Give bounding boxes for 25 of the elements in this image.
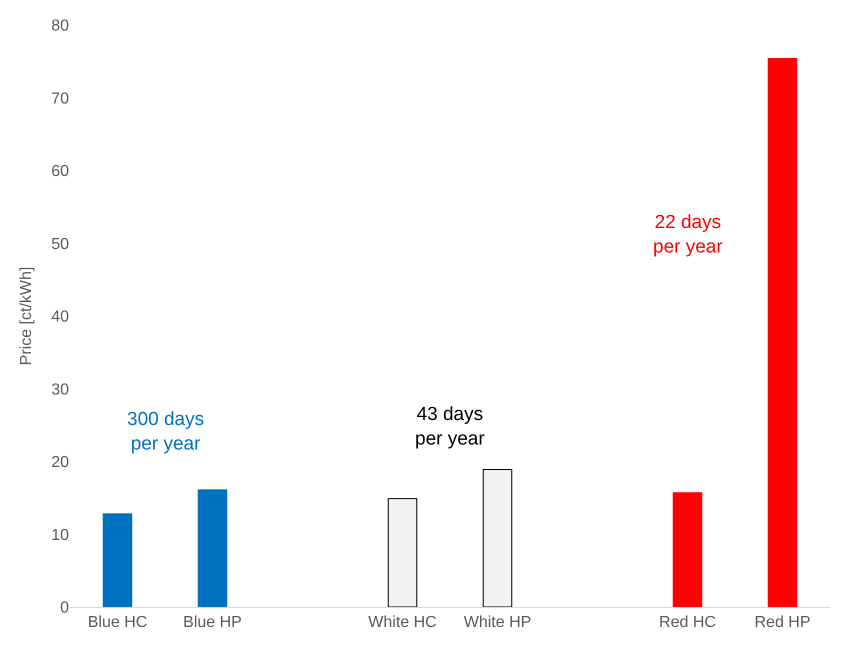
bar <box>672 492 702 607</box>
y-tick-label: 20 <box>51 454 70 472</box>
annotation: 300 days per year <box>127 409 204 455</box>
y-tick-label: 50 <box>51 236 70 253</box>
bar <box>768 58 798 607</box>
x-tick-label: Red HP <box>754 614 811 632</box>
x-tick-label: Red HC <box>659 614 716 632</box>
y-tick-label: 0 <box>60 600 70 617</box>
bar <box>482 469 512 607</box>
x-tick-label: Blue HP <box>183 614 242 632</box>
y-tick-label: 40 <box>51 308 70 326</box>
x-tick-label: Blue HC <box>88 614 148 632</box>
y-axis-title: Price [ct/kWh] <box>18 266 36 366</box>
bar <box>388 498 418 607</box>
bar <box>102 513 132 607</box>
y-tick-label: 70 <box>51 90 70 108</box>
y-tick-label: 80 <box>51 18 70 35</box>
y-tick-label: 60 <box>51 163 70 180</box>
x-tick-label: White HP <box>464 614 532 632</box>
bar <box>198 489 228 607</box>
annotation: 43 days per year <box>415 404 486 450</box>
annotation: 22 days per year <box>653 212 724 258</box>
y-tick-label: 10 <box>51 526 70 544</box>
y-tick-label: 30 <box>51 381 70 398</box>
x-tick-label: White HC <box>368 614 437 632</box>
